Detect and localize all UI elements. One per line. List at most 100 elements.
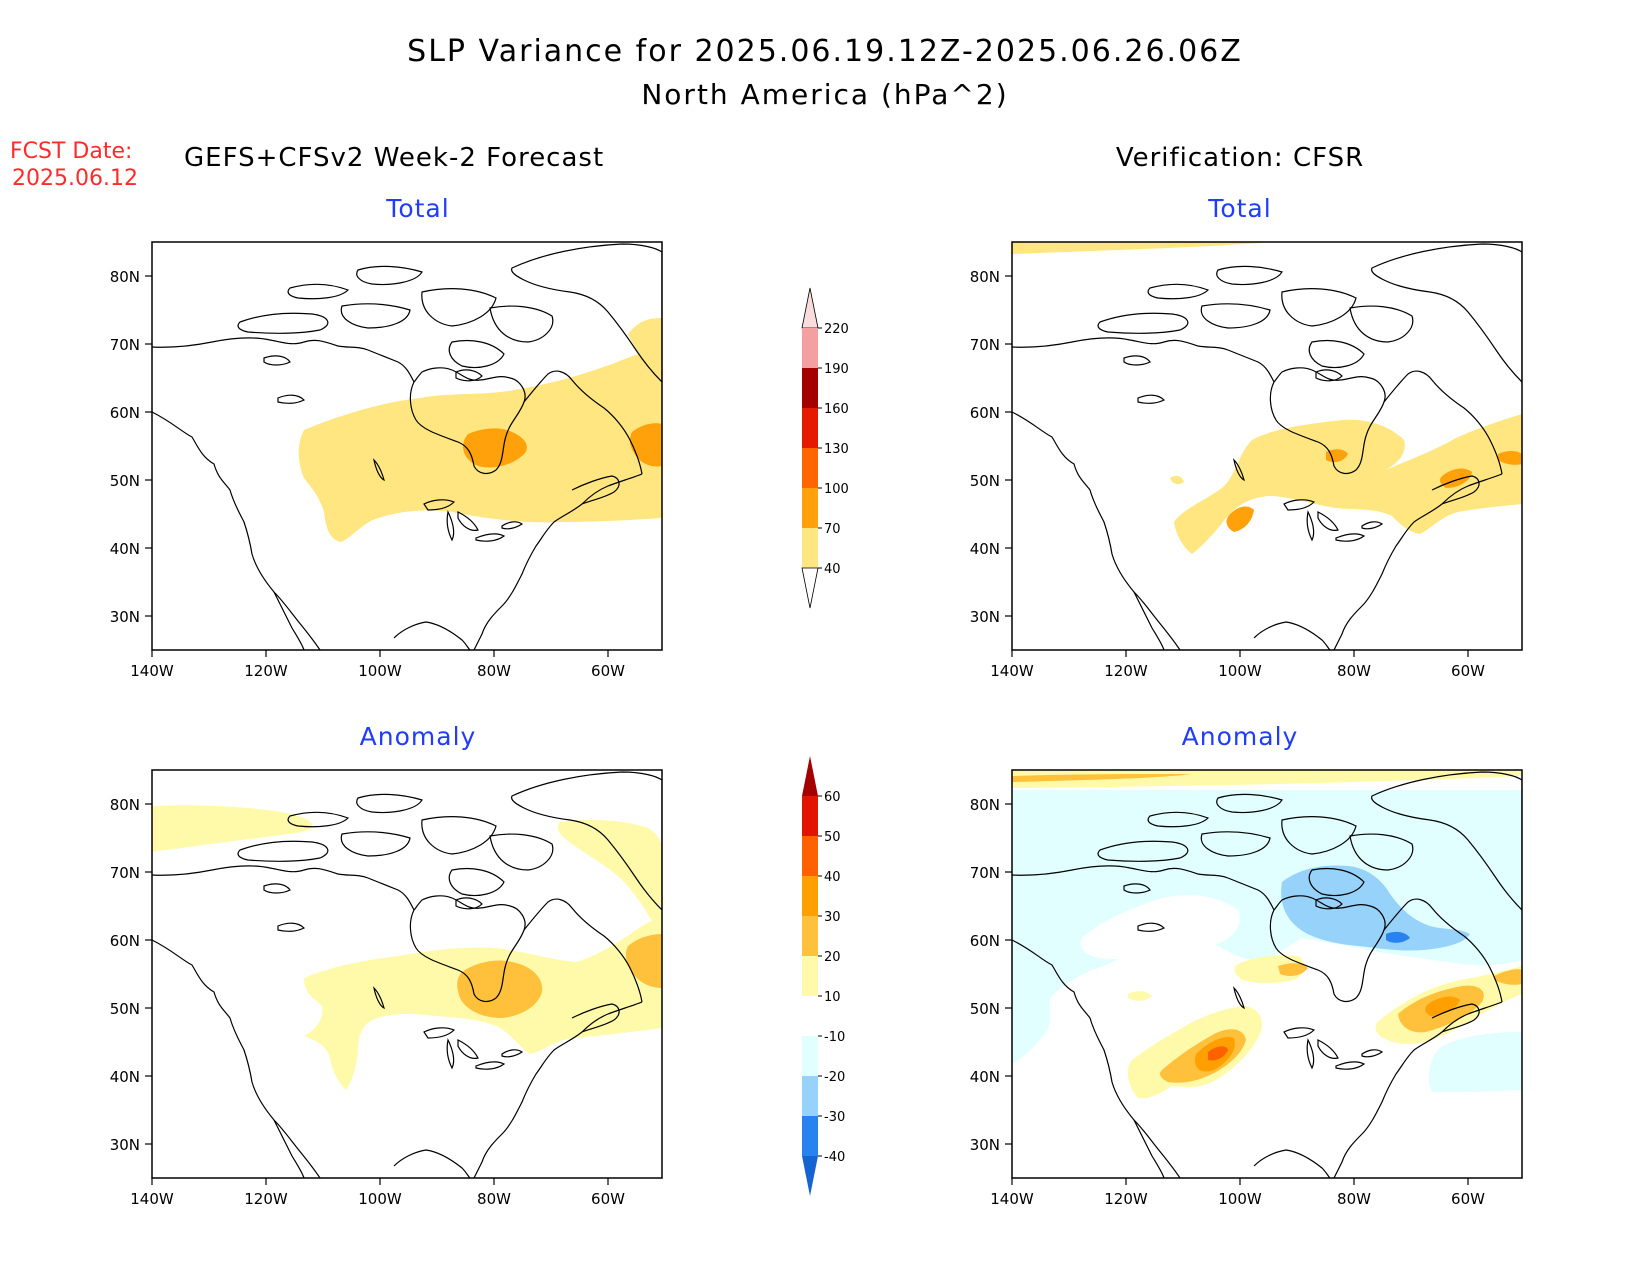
colorbar-anomaly-label: -30 xyxy=(824,1110,845,1125)
verification-model-title: Verification: CFSR xyxy=(1115,143,1365,173)
lat-tick-label: 70N xyxy=(970,864,1000,882)
main-subtitle: North America (hPa^2) xyxy=(641,78,1009,111)
colorbar-total-swatch xyxy=(802,368,818,408)
colorbar-anomaly-swatch xyxy=(802,876,818,916)
lon-tick-label: 140W xyxy=(130,1190,174,1208)
verification-total-shade-40-70 xyxy=(1170,475,1184,485)
colorbar-anomaly-swatch xyxy=(802,836,818,876)
colorbar-total-swatch xyxy=(802,328,818,368)
lat-tick-label: 60N xyxy=(970,932,1000,950)
colorbar-total-label: 220 xyxy=(824,322,849,337)
lon-tick-label: 120W xyxy=(244,662,288,680)
lon-tick-label: 80W xyxy=(1337,1190,1371,1208)
fcst-date-value: 2025.06.12 xyxy=(12,166,138,191)
forecast-model-title: GEFS+CFSv2 Week-2 Forecast xyxy=(184,143,605,173)
colorbar-anomaly-label: 50 xyxy=(824,830,841,845)
lat-tick-label: 60N xyxy=(110,932,140,950)
colorbar-anomaly-label: 40 xyxy=(824,870,841,885)
colorbar-total-swatch xyxy=(802,448,818,488)
main-title: SLP Variance for 2025.06.19.12Z-2025.06.… xyxy=(407,34,1243,69)
lon-tick-label: 120W xyxy=(1104,662,1148,680)
verification-total-shade-70-100 xyxy=(1326,449,1348,462)
colorbar-total: 40 70 100 130 160 190 220 xyxy=(801,287,849,609)
colorbar-anomaly-label: 20 xyxy=(824,950,841,965)
forecast-anomaly-shade-20-30 xyxy=(457,960,543,1018)
colorbar-total-label: 70 xyxy=(824,522,841,537)
lat-tick-label: 60N xyxy=(110,404,140,422)
colorbar-anomaly-swatch xyxy=(802,1116,818,1156)
lat-tick-label: 50N xyxy=(110,1000,140,1018)
colorbar-total-label: 190 xyxy=(824,362,849,377)
verification-total-title: Total xyxy=(1208,194,1272,223)
verification-total-shade-70-100 xyxy=(1226,506,1254,532)
colorbar-anomaly-swatch xyxy=(802,796,818,836)
colorbar-total-label: 160 xyxy=(824,402,849,417)
lat-tick-label: 80N xyxy=(110,268,140,286)
lat-tick-label: 40N xyxy=(970,1068,1000,1086)
lat-tick-label: 40N xyxy=(970,540,1000,558)
colorbar-total-swatch xyxy=(802,408,818,448)
colorbar-anomaly-label: -10 xyxy=(824,1030,845,1045)
colorbar-anomaly-bottom-arrow xyxy=(802,1156,818,1196)
lon-tick-label: 60W xyxy=(1451,662,1485,680)
lat-tick-label: 40N xyxy=(110,540,140,558)
lon-tick-label: 140W xyxy=(130,662,174,680)
lon-tick-label: 100W xyxy=(1218,662,1262,680)
lon-tick-label: 120W xyxy=(244,1190,288,1208)
verification-anomaly-shade-20-30 xyxy=(1278,963,1308,976)
colorbar-anomaly-label: -40 xyxy=(824,1150,845,1165)
colorbar-anomaly-swatch xyxy=(802,956,818,996)
lon-tick-label: 80W xyxy=(477,1190,511,1208)
verification-total-map xyxy=(1011,241,1523,651)
colorbar-total-top-arrow xyxy=(801,287,819,329)
colorbar-anomaly-swatch xyxy=(802,916,818,956)
verification-anomaly-shade-10-20 xyxy=(1128,991,1152,1001)
lon-tick-label: 80W xyxy=(1337,662,1371,680)
axes-layer: 80N 70N 60N 50N 40N 30N 140W 120W 100W 80W 60W 80N 7… xyxy=(110,268,1485,1208)
lon-tick-label: 60W xyxy=(591,662,625,680)
lat-tick-label: 30N xyxy=(970,608,1000,626)
forecast-anomaly-title: Anomaly xyxy=(359,722,477,751)
lon-tick-label: 100W xyxy=(358,662,402,680)
colorbar-anomaly-swatch xyxy=(802,1076,818,1116)
forecast-anomaly-shade-10-20 xyxy=(152,805,313,852)
forecast-total-shade-40-70 xyxy=(628,318,662,372)
lat-tick-label: 80N xyxy=(970,796,1000,814)
lon-tick-label: 100W xyxy=(358,1190,402,1208)
lat-tick-label: 70N xyxy=(110,864,140,882)
lat-tick-label: 70N xyxy=(110,336,140,354)
verification-anomaly-shade-neg10-neg20 xyxy=(1428,1032,1522,1092)
lat-tick-label: 50N xyxy=(970,1000,1000,1018)
lat-tick-label: 40N xyxy=(110,1068,140,1086)
colorbar-anomaly-top-arrow xyxy=(802,756,818,796)
lat-tick-label: 50N xyxy=(110,472,140,490)
lat-tick-label: 30N xyxy=(110,1136,140,1154)
lon-tick-label: 80W xyxy=(477,662,511,680)
colorbar-anomaly-label: 30 xyxy=(824,910,841,925)
colorbar-total-label: 100 xyxy=(824,482,849,497)
lon-tick-label: 100W xyxy=(1218,1190,1262,1208)
colorbar-anomaly-label: 10 xyxy=(824,990,841,1005)
forecast-total-title: Total xyxy=(386,194,450,223)
colorbar-anomaly-label: 60 xyxy=(824,790,841,805)
verification-anomaly-shade-10-20 xyxy=(1234,955,1305,983)
colorbar-total-label: 130 xyxy=(824,442,849,457)
lat-tick-label: 60N xyxy=(970,404,1000,422)
lat-tick-label: 70N xyxy=(970,336,1000,354)
colorbar-anomaly-swatch xyxy=(802,1036,818,1076)
verification-anomaly-title: Anomaly xyxy=(1181,722,1299,751)
forecast-total-shade-70-100 xyxy=(629,423,662,467)
lat-tick-label: 30N xyxy=(110,608,140,626)
forecast-total-shade-70-100 xyxy=(463,428,527,468)
lon-tick-label: 140W xyxy=(990,662,1034,680)
forecast-anomaly-shade-10-20 xyxy=(557,820,662,940)
verification-anomaly-shade-neg10-neg20 xyxy=(1012,790,1522,1064)
lat-tick-label: 50N xyxy=(970,472,1000,490)
lat-tick-label: 80N xyxy=(970,268,1000,286)
verification-anomaly-shade-neg30-neg40 xyxy=(1386,931,1410,943)
forecast-anomaly-shade-20-30 xyxy=(625,934,662,988)
lon-tick-label: 140W xyxy=(990,1190,1034,1208)
verification-anomaly-map xyxy=(1011,769,1523,1179)
lon-tick-label: 60W xyxy=(591,1190,625,1208)
